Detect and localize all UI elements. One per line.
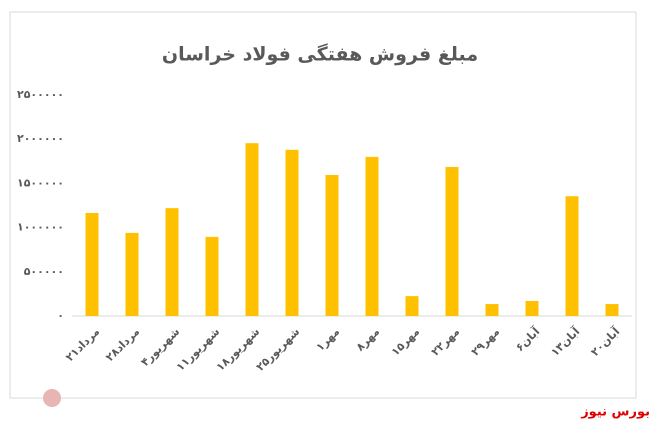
bar — [125, 232, 139, 316]
y-tick-label: ۱۵۰۰۰۰۰ — [17, 176, 64, 189]
bar — [245, 143, 259, 316]
logo — [43, 389, 61, 407]
chart-frame — [9, 11, 637, 399]
bar — [605, 304, 619, 316]
y-tick-label: ۰ — [57, 309, 64, 322]
bar — [365, 156, 379, 316]
bar — [525, 300, 539, 316]
bar — [485, 304, 499, 316]
bar — [445, 167, 459, 316]
chart-title: مبلغ فروش هفتگی فولاد خراسان — [162, 43, 478, 66]
bar — [85, 213, 99, 316]
bar — [405, 296, 419, 316]
bar — [325, 175, 339, 316]
logo-mark — [43, 389, 61, 407]
y-tick-label: ۲۵۰۰۰۰۰ — [17, 88, 64, 101]
y-tick-label: ۲۰۰۰۰۰۰ — [17, 132, 64, 145]
bar — [565, 196, 579, 316]
bar — [285, 149, 299, 316]
y-tick-label: ۵۰۰۰۰۰ — [24, 265, 64, 278]
watermark: بورس نیوز — [580, 405, 650, 420]
bar — [205, 236, 219, 316]
bar — [165, 208, 179, 316]
y-tick-label: ۱۰۰۰۰۰۰ — [17, 221, 64, 234]
